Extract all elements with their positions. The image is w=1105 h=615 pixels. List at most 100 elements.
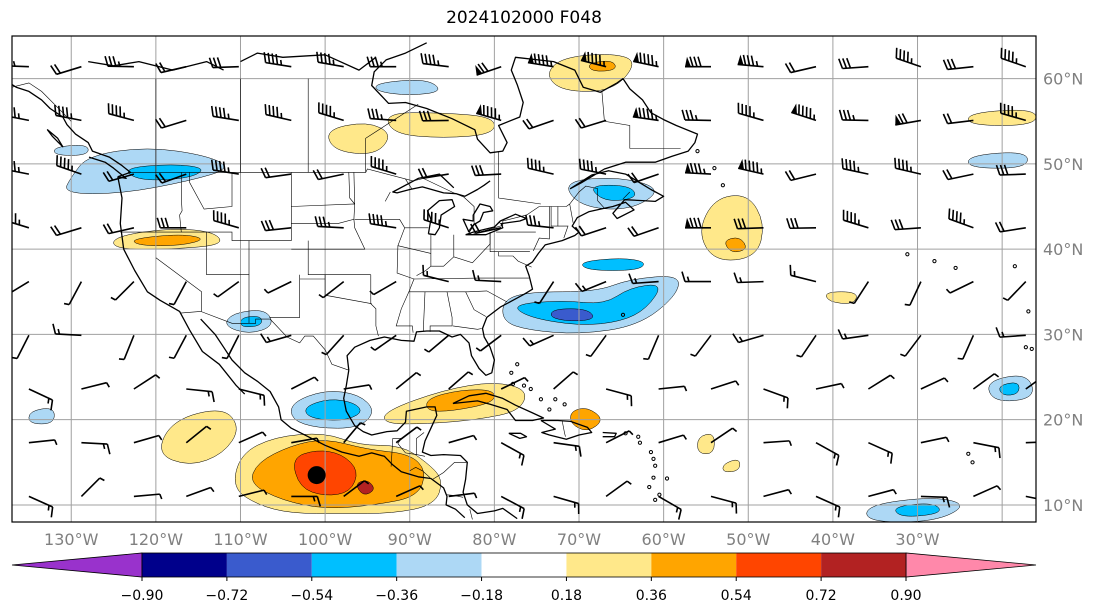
barb-staff <box>710 495 737 504</box>
barb-full <box>220 212 223 223</box>
coastline <box>540 419 593 440</box>
wind-barb <box>999 102 1027 122</box>
wind-barb <box>422 264 449 283</box>
barb-half <box>755 60 759 67</box>
barb-half <box>207 391 210 397</box>
barb-half <box>634 277 638 284</box>
barb-half <box>473 492 478 499</box>
barb-full <box>417 168 424 179</box>
barb-full <box>895 47 898 59</box>
longitude-label: 80°W <box>472 530 516 549</box>
barb-full <box>13 160 16 172</box>
barb-full <box>115 105 118 116</box>
barb-full <box>158 117 166 128</box>
barb-staff <box>265 173 292 179</box>
barb-staff <box>633 227 659 238</box>
barb-staff <box>815 495 841 508</box>
barb-staff <box>395 426 418 444</box>
barb-half <box>47 505 50 511</box>
wind-barb <box>133 493 163 500</box>
barb-full <box>522 119 530 130</box>
barb-full <box>156 217 162 229</box>
barb-staff <box>581 280 607 293</box>
barb-staff <box>842 167 869 175</box>
barb-full <box>224 213 227 224</box>
barb-half <box>594 166 598 173</box>
barb-full <box>745 104 747 116</box>
wind-barb <box>815 442 840 466</box>
barb-half <box>416 426 422 431</box>
barb-staff <box>763 440 790 444</box>
barb-half <box>996 485 1002 491</box>
barb-full <box>784 171 792 181</box>
wind-barb <box>796 334 817 358</box>
wind-barb <box>238 431 267 444</box>
border-line <box>179 172 183 233</box>
barb-staff <box>318 173 344 181</box>
barb-staff <box>1000 112 1027 122</box>
barb-staff <box>763 488 789 498</box>
wind-barb <box>343 422 366 444</box>
barb-half <box>655 61 658 67</box>
barb-full <box>901 159 905 171</box>
barb-half <box>266 336 271 342</box>
barb-staff <box>422 62 449 68</box>
barb-full <box>685 109 690 121</box>
barb-full <box>574 118 582 129</box>
wind-barb <box>534 281 555 305</box>
barb-full <box>418 110 424 122</box>
barb-staff <box>395 372 417 390</box>
barb-full <box>526 157 530 169</box>
wind-barb <box>343 384 373 390</box>
barb-full <box>1007 50 1010 61</box>
wind-barb <box>868 441 893 464</box>
barb-full <box>784 63 792 73</box>
barb-full <box>432 54 436 66</box>
wind-barb <box>395 371 422 390</box>
colorbar-segment <box>311 553 397 577</box>
barb-full <box>697 163 702 174</box>
island <box>720 183 725 188</box>
barb-full <box>214 106 218 118</box>
barb-full <box>651 54 654 66</box>
island <box>521 383 527 388</box>
barb-staff <box>800 334 817 358</box>
barb-full <box>212 57 218 68</box>
wind-barb <box>168 281 188 306</box>
barb-staff <box>81 381 107 390</box>
wind-barb <box>690 334 712 357</box>
barb-full <box>370 156 373 167</box>
barb-staff <box>317 225 344 229</box>
barb-half <box>312 496 316 502</box>
barb-full <box>1003 103 1006 115</box>
barb-half <box>523 377 529 382</box>
barb-full <box>903 50 906 61</box>
barb-staff <box>423 274 449 283</box>
barb-half <box>518 453 522 459</box>
barb-half <box>227 113 230 119</box>
barb-full <box>490 107 493 118</box>
island <box>1029 346 1034 352</box>
latitude-labels: 60°N 50°N 40°N 30°N 20°N 10°N <box>1043 70 1083 515</box>
barb-staff <box>867 374 891 390</box>
wind-barb <box>367 108 397 122</box>
barb-full <box>746 55 751 66</box>
barb-staff <box>590 334 607 357</box>
border-line <box>469 509 473 520</box>
barb-half <box>945 436 950 443</box>
barb-full <box>733 218 739 229</box>
barb-half <box>572 371 579 376</box>
barb-half <box>18 219 21 225</box>
barb-half <box>957 357 963 360</box>
barb-full <box>578 158 582 170</box>
barb-half <box>753 112 755 118</box>
barb-full <box>52 323 57 335</box>
barb-staff <box>123 335 135 360</box>
barb-full <box>155 63 162 73</box>
wind-barb <box>154 117 187 129</box>
longitude-label: 130°W <box>44 530 99 549</box>
wind-barbs <box>12 47 1036 520</box>
barb-staff <box>737 63 764 68</box>
barb-pennant <box>685 56 691 67</box>
barb-half <box>17 113 20 119</box>
